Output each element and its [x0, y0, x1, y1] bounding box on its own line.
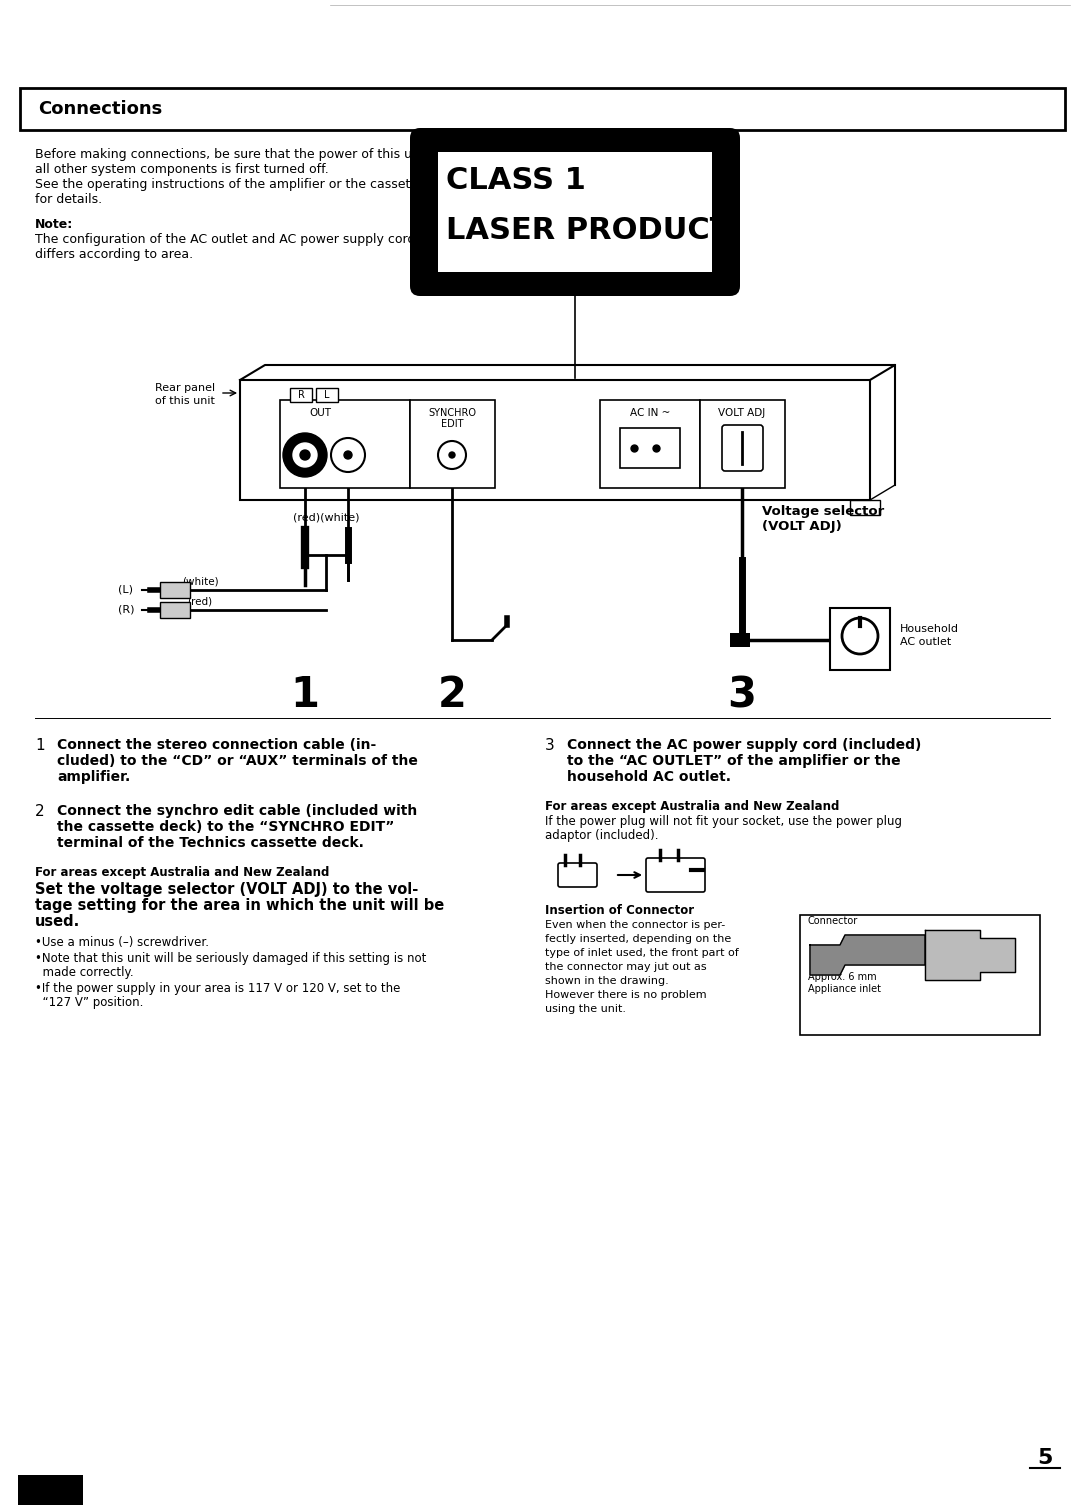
Text: 2: 2: [35, 804, 44, 819]
Text: SYNCHRO: SYNCHRO: [428, 409, 476, 418]
Bar: [240, 380, 870, 501]
Bar: [850, 501, 880, 516]
Text: Approx. 6 mm: Approx. 6 mm: [808, 973, 877, 982]
Text: 3: 3: [728, 674, 756, 716]
Text: AC IN ~: AC IN ~: [630, 409, 671, 418]
Text: adaptor (included).: adaptor (included).: [545, 829, 659, 841]
Text: 1: 1: [291, 674, 320, 716]
Circle shape: [338, 445, 357, 464]
Text: used.: used.: [35, 914, 80, 929]
FancyBboxPatch shape: [558, 863, 597, 887]
Text: R: R: [298, 391, 305, 400]
Text: Connect the stereo connection cable (in-: Connect the stereo connection cable (in-: [57, 737, 376, 752]
Circle shape: [300, 449, 310, 460]
Text: Connect the synchro edit cable (included with: Connect the synchro edit cable (included…: [57, 804, 417, 817]
Text: Appliance inlet: Appliance inlet: [808, 985, 881, 994]
Text: LASER PRODUCT: LASER PRODUCT: [446, 216, 730, 244]
Text: L: L: [324, 391, 329, 400]
Text: of this unit: of this unit: [156, 397, 215, 406]
Text: (R): (R): [118, 605, 135, 615]
Text: Rear panel: Rear panel: [156, 383, 215, 394]
FancyBboxPatch shape: [646, 858, 705, 893]
Text: the connector may jut out as: the connector may jut out as: [545, 962, 706, 973]
Text: tage setting for the area in which the unit will be: tage setting for the area in which the u…: [35, 897, 444, 912]
Bar: [160, 582, 190, 599]
Circle shape: [293, 443, 318, 467]
Text: See the operating instructions of the amplifier or the cassette deck: See the operating instructions of the am…: [35, 178, 457, 192]
Bar: [291, 388, 312, 403]
Bar: [831, 608, 890, 670]
Text: (white): (white): [181, 578, 218, 587]
Text: the cassette deck) to the “SYNCHRO EDIT”: the cassette deck) to the “SYNCHRO EDIT”: [57, 820, 394, 834]
Bar: [730, 633, 750, 647]
Text: For areas except Australia and New Zealand: For areas except Australia and New Zeala…: [545, 801, 839, 813]
Text: type of inlet used, the front part of: type of inlet used, the front part of: [545, 949, 739, 958]
Text: cluded) to the “CD” or “AUX” terminals of the: cluded) to the “CD” or “AUX” terminals o…: [57, 754, 418, 768]
Text: Household: Household: [900, 624, 959, 633]
Text: “127 V” position.: “127 V” position.: [35, 995, 144, 1009]
Text: The configuration of the AC outlet and AC power supply cord: The configuration of the AC outlet and A…: [35, 234, 416, 246]
Text: If the power plug will not fit your socket, use the power plug: If the power plug will not fit your sock…: [545, 814, 902, 828]
Polygon shape: [810, 935, 924, 976]
Text: For areas except Australia and New Zealand: For areas except Australia and New Zeala…: [35, 866, 329, 879]
Circle shape: [449, 452, 455, 458]
Text: terminal of the Technics cassette deck.: terminal of the Technics cassette deck.: [57, 835, 364, 851]
Text: However there is no problem: However there is no problem: [545, 989, 706, 1000]
FancyBboxPatch shape: [723, 425, 762, 470]
Bar: [600, 400, 700, 489]
Text: VOLT ADJ: VOLT ADJ: [718, 409, 766, 418]
Text: •If the power supply in your area is 117 V or 120 V, set to the: •If the power supply in your area is 117…: [35, 982, 401, 995]
Bar: [410, 400, 495, 489]
Text: Before making connections, be sure that the power of this unit and: Before making connections, be sure that …: [35, 148, 456, 161]
Text: for details.: for details.: [35, 193, 103, 207]
Bar: [438, 152, 712, 271]
Polygon shape: [924, 930, 1015, 980]
Text: using the unit.: using the unit.: [545, 1004, 626, 1013]
Text: 2: 2: [437, 674, 467, 716]
Text: amplifier.: amplifier.: [57, 771, 131, 784]
Circle shape: [283, 433, 327, 477]
Text: household AC outlet.: household AC outlet.: [567, 771, 731, 784]
Bar: [800, 915, 1040, 1034]
Text: Even when the connector is per-: Even when the connector is per-: [545, 920, 726, 930]
Text: 3: 3: [545, 737, 555, 752]
Text: Connector: Connector: [808, 915, 859, 926]
Text: CLASS 1: CLASS 1: [446, 166, 585, 195]
Text: Note:: Note:: [35, 219, 73, 231]
Text: Voltage selector: Voltage selector: [762, 505, 885, 519]
Text: all other system components is first turned off.: all other system components is first tur…: [35, 163, 328, 176]
Bar: [18, 1475, 83, 1505]
Text: shown in the drawing.: shown in the drawing.: [545, 976, 669, 986]
Text: differs according to area.: differs according to area.: [35, 247, 193, 261]
Text: (red)(white): (red)(white): [293, 513, 360, 522]
Text: (VOLT ADJ): (VOLT ADJ): [762, 520, 841, 532]
Text: to the “AC OUTLET” of the amplifier or the: to the “AC OUTLET” of the amplifier or t…: [567, 754, 901, 768]
Text: •Use a minus (–) screwdriver.: •Use a minus (–) screwdriver.: [35, 936, 210, 949]
Bar: [620, 428, 680, 467]
Bar: [21, 87, 1065, 130]
Circle shape: [444, 446, 460, 463]
Text: OUT: OUT: [309, 409, 330, 418]
Text: fectly inserted, depending on the: fectly inserted, depending on the: [545, 933, 731, 944]
Text: Connections: Connections: [38, 100, 162, 118]
Text: EDIT: EDIT: [441, 419, 463, 428]
Text: (red): (red): [188, 597, 213, 608]
Text: 1: 1: [35, 737, 44, 752]
Bar: [700, 400, 785, 489]
Bar: [316, 388, 338, 403]
FancyBboxPatch shape: [410, 128, 740, 296]
Text: •Note that this unit will be seriously damaged if this setting is not: •Note that this unit will be seriously d…: [35, 952, 427, 965]
Text: Connect the AC power supply cord (included): Connect the AC power supply cord (includ…: [567, 737, 921, 752]
Text: AC outlet: AC outlet: [900, 636, 951, 647]
Text: Insertion of Connector: Insertion of Connector: [545, 903, 694, 917]
Bar: [280, 400, 410, 489]
Text: (L): (L): [118, 585, 133, 596]
Text: made correctly.: made correctly.: [35, 967, 134, 979]
Bar: [160, 602, 190, 618]
Text: Set the voltage selector (VOLT ADJ) to the vol-: Set the voltage selector (VOLT ADJ) to t…: [35, 882, 418, 897]
Text: 5: 5: [1037, 1448, 1053, 1467]
Circle shape: [345, 451, 352, 458]
